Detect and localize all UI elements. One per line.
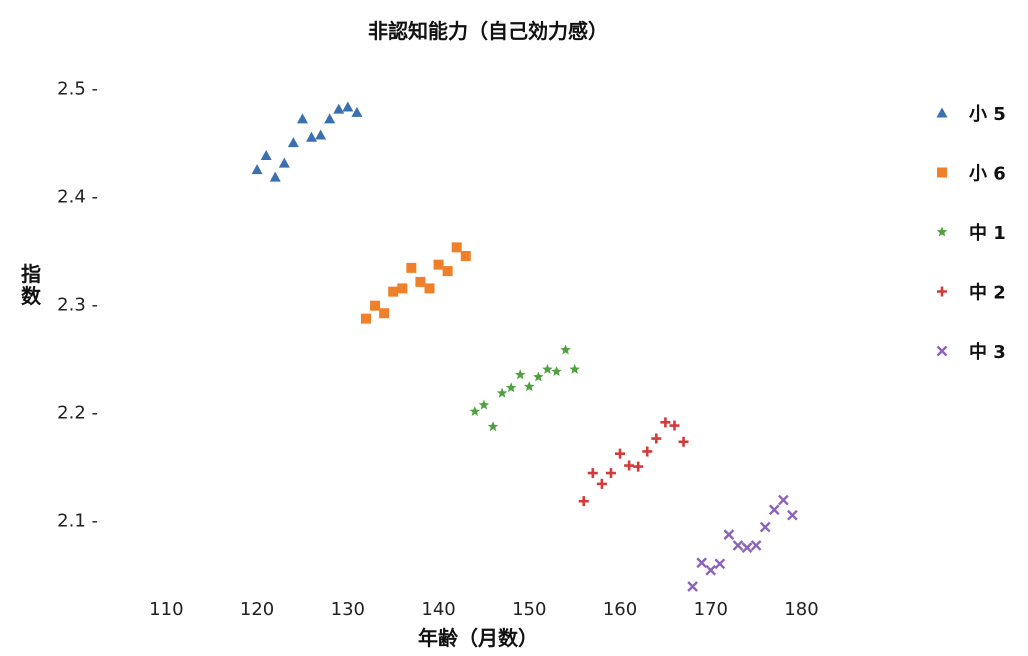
data-point-series-4: [615, 448, 626, 459]
x-tick-label: 120: [240, 599, 274, 620]
legend-label-2: 小 6: [969, 164, 1006, 185]
data-point-series-3: [496, 387, 508, 398]
data-point-series-3: [469, 406, 481, 416]
data-point-series-2: [388, 286, 399, 297]
y-tick-label: 2.4 -: [57, 187, 98, 208]
data-point-series-3: [524, 381, 535, 392]
data-point-series-5: [723, 529, 735, 540]
data-point-series-4: [596, 478, 607, 489]
data-point-series-1: [260, 150, 272, 161]
data-point-series-5: [750, 540, 762, 551]
data-point-series-1: [306, 131, 318, 142]
data-point-series-3: [569, 363, 580, 374]
data-point-series-5: [759, 521, 771, 533]
data-point-series-4: [633, 461, 644, 472]
data-point-series-1: [315, 129, 327, 140]
data-point-series-2: [379, 308, 390, 319]
data-point-series-5: [687, 581, 698, 592]
legend-marker-4: [937, 286, 947, 297]
data-point-series-2: [360, 313, 371, 324]
data-point-series-5: [732, 540, 744, 551]
data-point-series-1: [351, 106, 363, 117]
data-point-series-5: [777, 494, 789, 506]
data-point-series-1: [296, 113, 308, 124]
legend-label-5: 中 3: [969, 341, 1006, 363]
data-point-series-5: [741, 542, 753, 553]
legend-marker-5: [936, 345, 948, 357]
data-point-series-3: [478, 399, 490, 410]
data-point-series-2: [442, 266, 453, 277]
data-point-series-3: [514, 369, 526, 380]
data-point-series-1: [287, 137, 299, 148]
y-axis-ticks: 2.1 - 2.2 - 2.3 - 2.4 - 2.5 -: [57, 79, 98, 532]
chart-title: 非認知能力（自己効力感）: [368, 19, 608, 43]
data-point-series-2: [406, 262, 417, 273]
data-point-series-3: [542, 363, 553, 374]
y-tick-label: 2.3 -: [57, 295, 98, 316]
legend-label-1: 小 5: [969, 104, 1006, 125]
data-point-series-1: [251, 164, 263, 175]
data-point-series-5: [787, 509, 798, 521]
x-axis-ticks: 110 120 130 140 150 160 170 180: [149, 599, 818, 620]
legend-marker-3: [936, 226, 948, 237]
x-tick-label: 140: [421, 599, 455, 620]
data-point-series-4: [605, 468, 616, 479]
data-point-series-2: [397, 283, 408, 294]
y-tick-label: 2.2 -: [57, 403, 98, 424]
data-point-series-1: [342, 101, 354, 112]
data-point-series-1: [278, 157, 290, 168]
data-point-series-4: [624, 460, 635, 471]
y-axis-title: 指数: [21, 262, 42, 308]
data-point-series-1: [269, 171, 281, 182]
y-tick-label: 2.1 -: [57, 511, 98, 532]
legend-marker-1: [936, 107, 948, 118]
data-point-series-2: [424, 283, 435, 294]
x-tick-label: 150: [512, 599, 546, 620]
data-point-series-4: [669, 420, 680, 431]
data-point-series-4: [651, 433, 662, 444]
x-tick-label: 180: [784, 599, 818, 620]
data-point-series-5: [696, 557, 708, 569]
data-point-series-1: [324, 113, 336, 124]
x-tick-label: 110: [149, 599, 183, 620]
data-point-series-4: [642, 446, 653, 457]
data-point-series-3: [487, 421, 499, 432]
data-point-series-5: [768, 504, 780, 516]
data-point-series-5: [705, 564, 717, 576]
data-point-series-2: [433, 259, 444, 270]
x-tick-label: 130: [331, 599, 365, 620]
x-tick-label: 170: [694, 599, 728, 620]
data-point-series-1: [333, 103, 345, 114]
data-point-series-4: [660, 417, 671, 428]
legend-marker-2: [937, 167, 947, 178]
data-point-series-2: [451, 242, 462, 253]
data-point-series-2: [460, 251, 471, 261]
y-tick-label: 2.5 -: [57, 79, 98, 100]
data-point-series-2: [415, 276, 426, 287]
x-axis-title: 年齢（月数）: [418, 626, 538, 650]
data-point-series-3: [551, 366, 562, 377]
legend: 小 5 小 6 中 1 中 2 中 3: [936, 104, 1006, 363]
data-point-series-3: [505, 382, 517, 393]
data-point-series-4: [678, 436, 689, 447]
legend-label-3: 中 1: [969, 222, 1006, 244]
data-point-series-5: [714, 558, 726, 570]
data-point-series-3: [560, 344, 571, 355]
data-point-series-4: [587, 468, 598, 479]
data-point-series-3: [533, 371, 544, 382]
data-points: [251, 101, 798, 592]
legend-label-4: 中 2: [969, 282, 1006, 304]
x-tick-label: 160: [603, 599, 637, 620]
data-point-series-2: [370, 300, 381, 311]
data-point-series-4: [578, 496, 589, 507]
